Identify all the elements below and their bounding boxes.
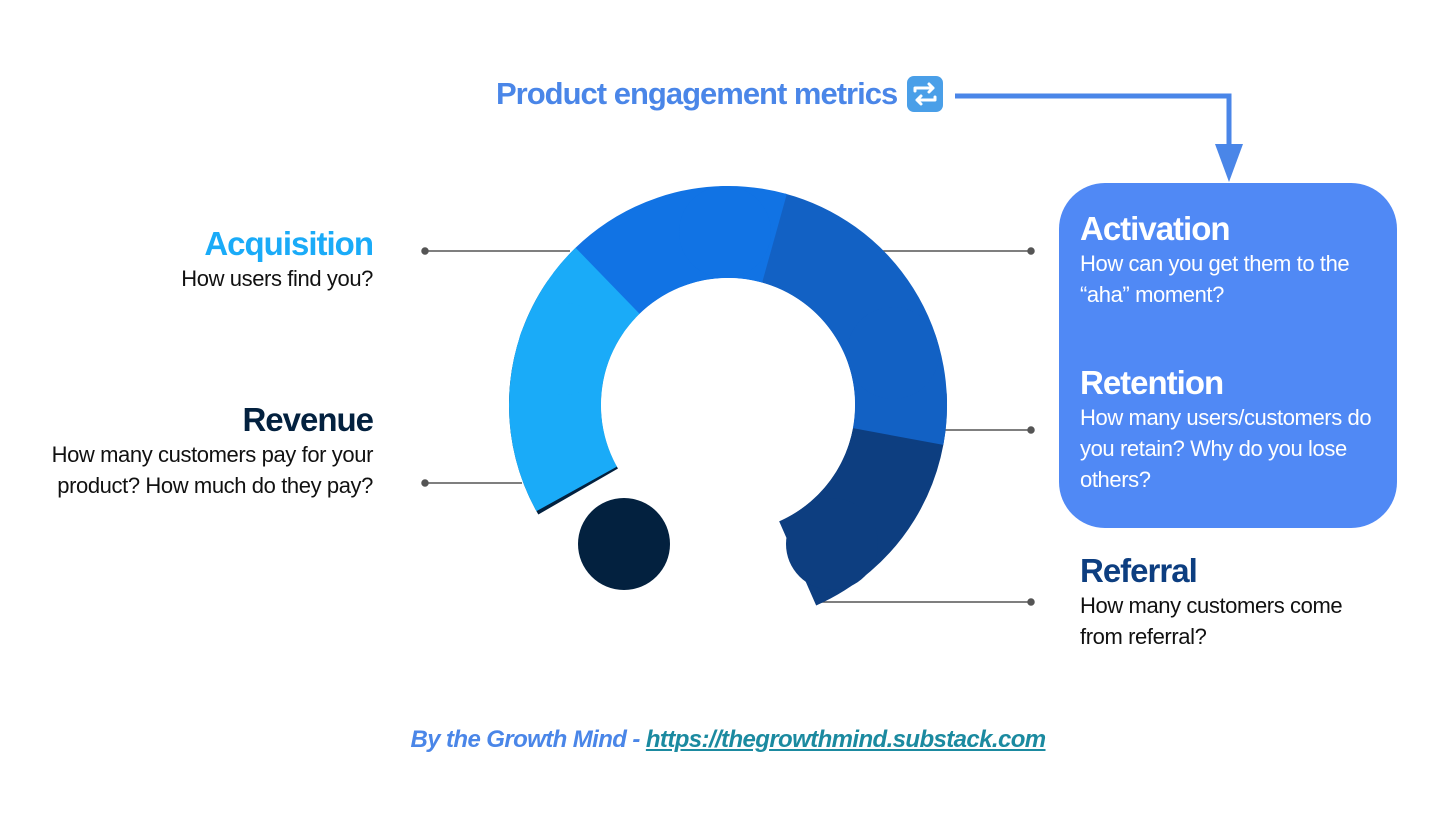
title-arrow [955, 93, 1243, 182]
stage-activation-title: Activation [1080, 210, 1231, 247]
stage-revenue-title: Revenue [242, 401, 374, 438]
stage-activation-question: How can you get them to the “aha” moment… [1080, 251, 1350, 307]
repeat-arrows-icon [907, 76, 944, 112]
donut-cap-activation [679, 186, 771, 278]
donut-cap-referral [786, 498, 878, 590]
connector-dot-retention [1027, 426, 1035, 434]
stage-activation: Activation How can you get them to the “… [1080, 210, 1380, 310]
stage-acquisition: Acquisition How users find you? [181, 225, 374, 294]
stage-revenue: Revenue How many customers pay for your … [33, 401, 374, 501]
footer-link[interactable]: https://thegrowthmind.substack.com [645, 726, 1046, 753]
stage-acquisition-title: Acquisition [204, 225, 374, 262]
highlight-panel [1059, 183, 1397, 528]
connector-lines [421, 247, 1035, 606]
aarrr-cycle-donut [509, 185, 947, 624]
stage-referral-title: Referral [1080, 552, 1198, 589]
stage-retention: Retention How many users/customers do yo… [1080, 364, 1392, 495]
diagram-title-text: Product engagement metrics [496, 76, 898, 111]
donut-hole [601, 278, 855, 532]
footer-credit: By the Growth Mind - https://thegrowthmi… [0, 726, 1456, 754]
stage-referral-question: How many customers come from referral? [1080, 593, 1343, 649]
stage-retention-question: How many users/customers do you retain? … [1080, 405, 1372, 492]
stage-referral: Referral How many customers come from re… [1080, 552, 1380, 652]
stage-retention-title: Retention [1080, 364, 1224, 401]
connector-dot-revenue [421, 479, 429, 487]
connector-dot-acquisition [421, 247, 429, 255]
connector-dot-referral [1027, 598, 1035, 606]
connector-dot-activation [1027, 247, 1035, 255]
donut-cap-retention [847, 307, 939, 399]
diagram-title: Product engagement metrics [496, 76, 944, 112]
footer-by-text: By the Growth Mind - [410, 726, 646, 753]
donut-cap-revenue [578, 498, 670, 590]
donut-cap-acquisition [518, 303, 610, 395]
stage-acquisition-question: How users find you? [181, 266, 373, 291]
stage-revenue-question: How many customers pay for your product?… [51, 442, 374, 498]
